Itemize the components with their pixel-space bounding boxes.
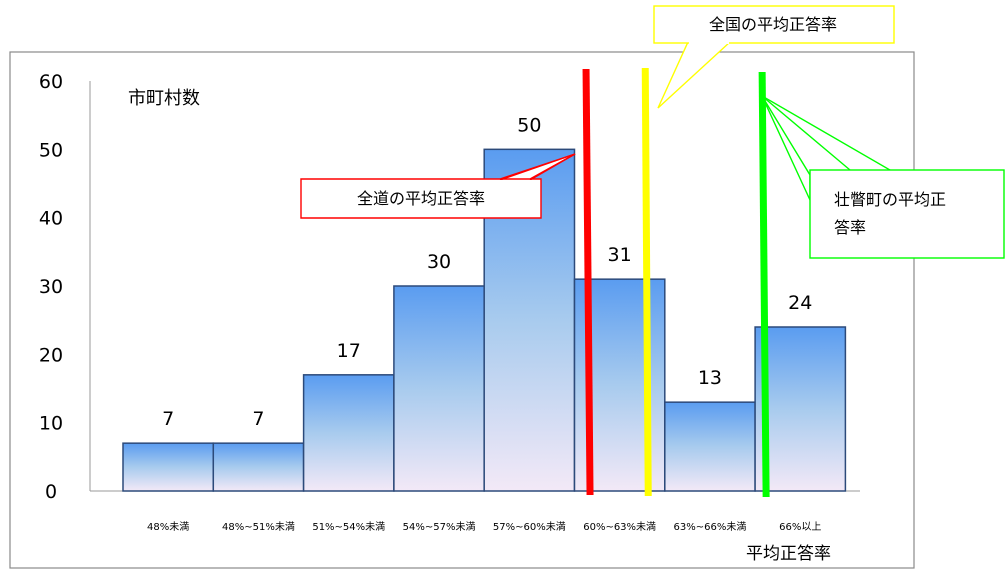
bar	[664, 401, 756, 492]
y-tick-label: 10	[39, 413, 63, 435]
y-axis-title: 市町村数	[128, 88, 200, 109]
callout-sobetsu: 壮瞥町の平均正 答率	[761, 95, 1005, 259]
callout-zendou-pointer-b	[529, 153, 576, 181]
data-label: 7	[162, 408, 174, 430]
x-tick-label: 57%~60%未満	[493, 521, 566, 533]
x-tick-label: 48%未満	[147, 521, 189, 533]
data-label: 31	[608, 244, 632, 266]
x-tick-label: 66%以上	[779, 521, 821, 533]
callout-zenkoku-label: 全国の平均正答率	[709, 15, 837, 34]
x-tick-label: 51%~54%未満	[312, 521, 385, 533]
data-label: 50	[517, 114, 541, 136]
y-tick-label: 0	[45, 481, 57, 503]
y-tick-label: 60	[39, 71, 63, 93]
callout-zenkoku: 全国の平均正答率	[653, 5, 895, 109]
callout-sobetsu-label: 壮瞥町の平均正 答率	[834, 190, 951, 237]
bar	[393, 285, 485, 492]
callout-zendou-pointer-a	[499, 153, 576, 181]
data-labels: 7 7 17 30 50 31 13 24	[162, 114, 812, 430]
y-tick-labels: 0 10 20 30 40 50 60	[39, 71, 63, 503]
callout-sobetsu-pointer-b	[761, 95, 851, 171]
callout-sobetsu-box	[809, 169, 1005, 259]
bar	[212, 442, 305, 492]
y-tick-label: 20	[39, 344, 63, 366]
reference-line	[758, 71, 770, 498]
reference-lines	[582, 67, 770, 498]
y-tick-label: 50	[39, 139, 63, 161]
data-label: 7	[252, 408, 264, 430]
x-axis-title: 平均正答率	[746, 544, 831, 564]
y-tick-label: 30	[39, 276, 63, 298]
reference-line	[582, 68, 594, 496]
x-tick-label: 63%~66%未満	[674, 521, 747, 533]
callout-zendou-label: 全道の平均正答率	[357, 189, 485, 208]
x-tick-labels: 48%未満 48%~51%未満 51%~54%未満 54%~57%未満 57%~60%未…	[147, 521, 821, 533]
x-tick-label: 60%~63%未満	[583, 521, 656, 533]
reference-line	[641, 67, 652, 497]
data-label: 17	[337, 340, 361, 362]
callout-sobetsu-pointer-a	[761, 95, 891, 171]
callout-zenkoku-box	[653, 5, 895, 44]
x-tick-label: 48%~51%未満	[222, 521, 295, 533]
callout-zendou: 全道の平均正答率	[300, 153, 576, 219]
data-label: 13	[698, 367, 722, 389]
y-tick-label: 40	[39, 208, 63, 230]
bar	[302, 374, 395, 492]
x-tick-label: 54%~57%未満	[403, 521, 476, 533]
bar	[122, 442, 215, 492]
data-label: 30	[427, 251, 451, 273]
data-label: 24	[788, 292, 812, 314]
bar	[754, 326, 847, 492]
